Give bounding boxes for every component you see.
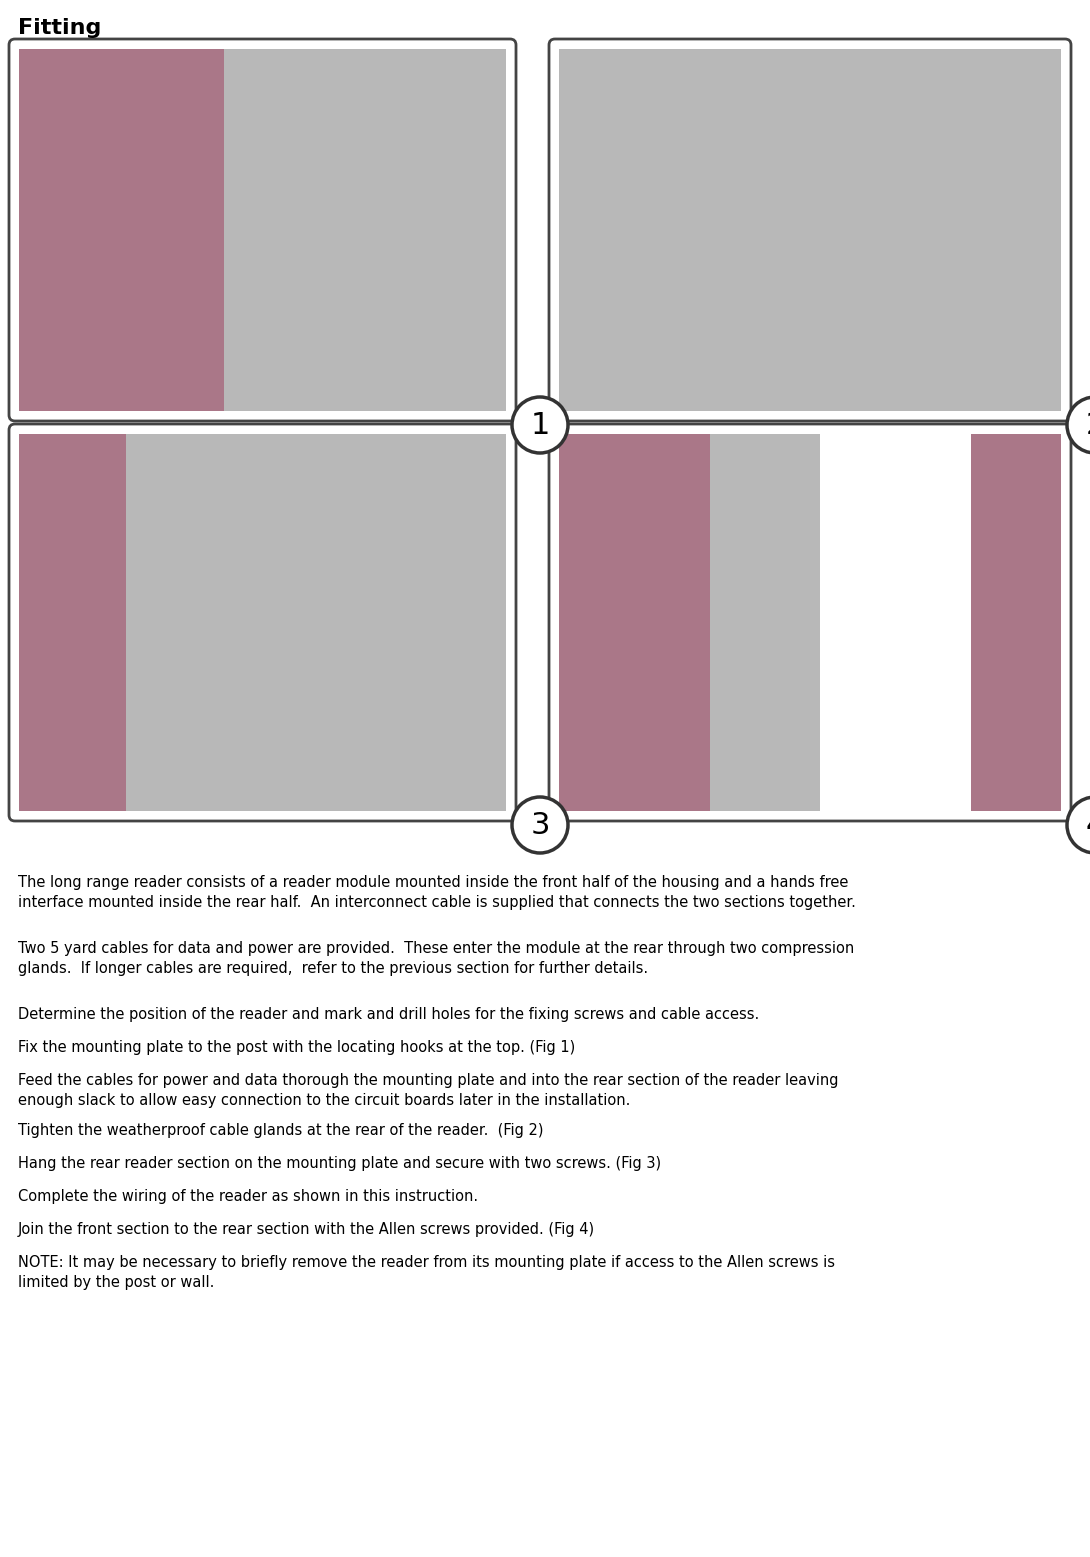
Text: 3: 3 (530, 811, 549, 839)
Text: 1: 1 (531, 411, 549, 439)
Text: Hang the rear reader section on the mounting plate and secure with two screws. (: Hang the rear reader section on the moun… (19, 1155, 662, 1171)
Text: Feed the cables for power and data thorough the mounting plate and into the rear: Feed the cables for power and data thoro… (19, 1073, 838, 1109)
Circle shape (512, 397, 568, 453)
Text: Determine the position of the reader and mark and drill holes for the fixing scr: Determine the position of the reader and… (19, 1007, 760, 1021)
Text: Complete the wiring of the reader as shown in this instruction.: Complete the wiring of the reader as sho… (19, 1190, 479, 1204)
FancyBboxPatch shape (9, 424, 516, 821)
Circle shape (512, 797, 568, 853)
Text: Two 5 yard cables for data and power are provided.  These enter the module at th: Two 5 yard cables for data and power are… (19, 940, 855, 976)
Bar (970, 434, 1061, 811)
Bar (126, 434, 506, 811)
Text: Join the front section to the rear section with the Allen screws provided. (Fig : Join the front section to the rear secti… (19, 1222, 595, 1236)
Bar (559, 48, 1061, 411)
Bar (19, 48, 223, 411)
Circle shape (1067, 397, 1090, 453)
Bar (710, 434, 820, 811)
Text: The long range reader consists of a reader module mounted inside the front half : The long range reader consists of a read… (19, 875, 856, 911)
FancyBboxPatch shape (9, 39, 516, 420)
Text: Fitting: Fitting (19, 19, 101, 37)
Bar (559, 434, 710, 811)
FancyBboxPatch shape (549, 39, 1071, 420)
Text: 4: 4 (1086, 811, 1090, 839)
Text: 2: 2 (1086, 411, 1090, 439)
Text: NOTE: It may be necessary to briefly remove the reader from its mounting plate i: NOTE: It may be necessary to briefly rem… (19, 1255, 835, 1291)
Bar (19, 434, 126, 811)
FancyBboxPatch shape (549, 424, 1071, 821)
Text: Fix the mounting plate to the post with the locating hooks at the top. (Fig 1): Fix the mounting plate to the post with … (19, 1040, 576, 1056)
Text: Tighten the weatherproof cable glands at the rear of the reader.  (Fig 2): Tighten the weatherproof cable glands at… (19, 1123, 544, 1138)
Circle shape (1067, 797, 1090, 853)
Bar (223, 48, 506, 411)
